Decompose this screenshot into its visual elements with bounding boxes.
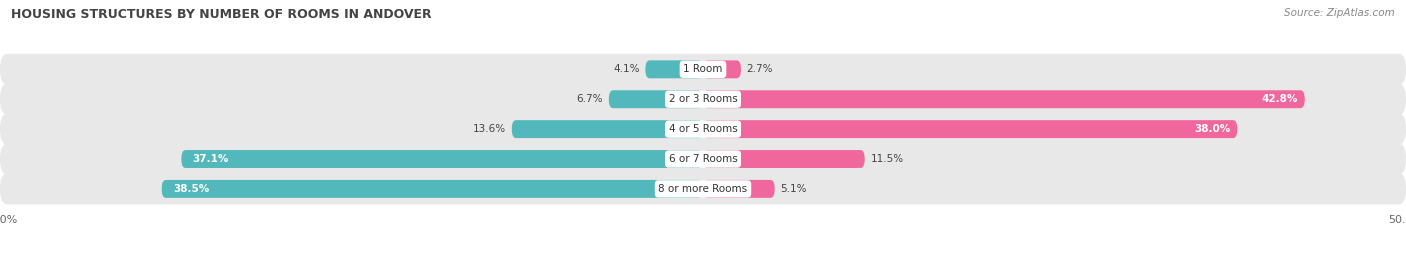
Text: 1 Room: 1 Room <box>683 64 723 74</box>
Text: 2 or 3 Rooms: 2 or 3 Rooms <box>669 94 737 104</box>
Text: 42.8%: 42.8% <box>1261 94 1298 104</box>
FancyBboxPatch shape <box>0 84 1406 115</box>
FancyBboxPatch shape <box>162 180 703 198</box>
FancyBboxPatch shape <box>609 90 703 108</box>
FancyBboxPatch shape <box>0 173 1406 204</box>
Legend: Owner-occupied, Renter-occupied: Owner-occupied, Renter-occupied <box>572 266 834 269</box>
FancyBboxPatch shape <box>512 120 703 138</box>
Text: HOUSING STRUCTURES BY NUMBER OF ROOMS IN ANDOVER: HOUSING STRUCTURES BY NUMBER OF ROOMS IN… <box>11 8 432 21</box>
Text: 37.1%: 37.1% <box>193 154 229 164</box>
Text: 38.5%: 38.5% <box>173 184 209 194</box>
Text: Source: ZipAtlas.com: Source: ZipAtlas.com <box>1284 8 1395 18</box>
FancyBboxPatch shape <box>0 143 1406 175</box>
FancyBboxPatch shape <box>703 120 1237 138</box>
Text: 2.7%: 2.7% <box>747 64 773 74</box>
Text: 13.6%: 13.6% <box>472 124 506 134</box>
FancyBboxPatch shape <box>703 60 741 78</box>
Text: 8 or more Rooms: 8 or more Rooms <box>658 184 748 194</box>
FancyBboxPatch shape <box>703 150 865 168</box>
Text: 38.0%: 38.0% <box>1194 124 1230 134</box>
Text: 4 or 5 Rooms: 4 or 5 Rooms <box>669 124 737 134</box>
Text: 4.1%: 4.1% <box>613 64 640 74</box>
FancyBboxPatch shape <box>703 180 775 198</box>
FancyBboxPatch shape <box>645 60 703 78</box>
FancyBboxPatch shape <box>181 150 703 168</box>
FancyBboxPatch shape <box>0 54 1406 85</box>
FancyBboxPatch shape <box>703 90 1305 108</box>
Text: 11.5%: 11.5% <box>870 154 904 164</box>
Text: 6.7%: 6.7% <box>576 94 603 104</box>
Text: 5.1%: 5.1% <box>780 184 807 194</box>
FancyBboxPatch shape <box>0 114 1406 145</box>
Text: 6 or 7 Rooms: 6 or 7 Rooms <box>669 154 737 164</box>
